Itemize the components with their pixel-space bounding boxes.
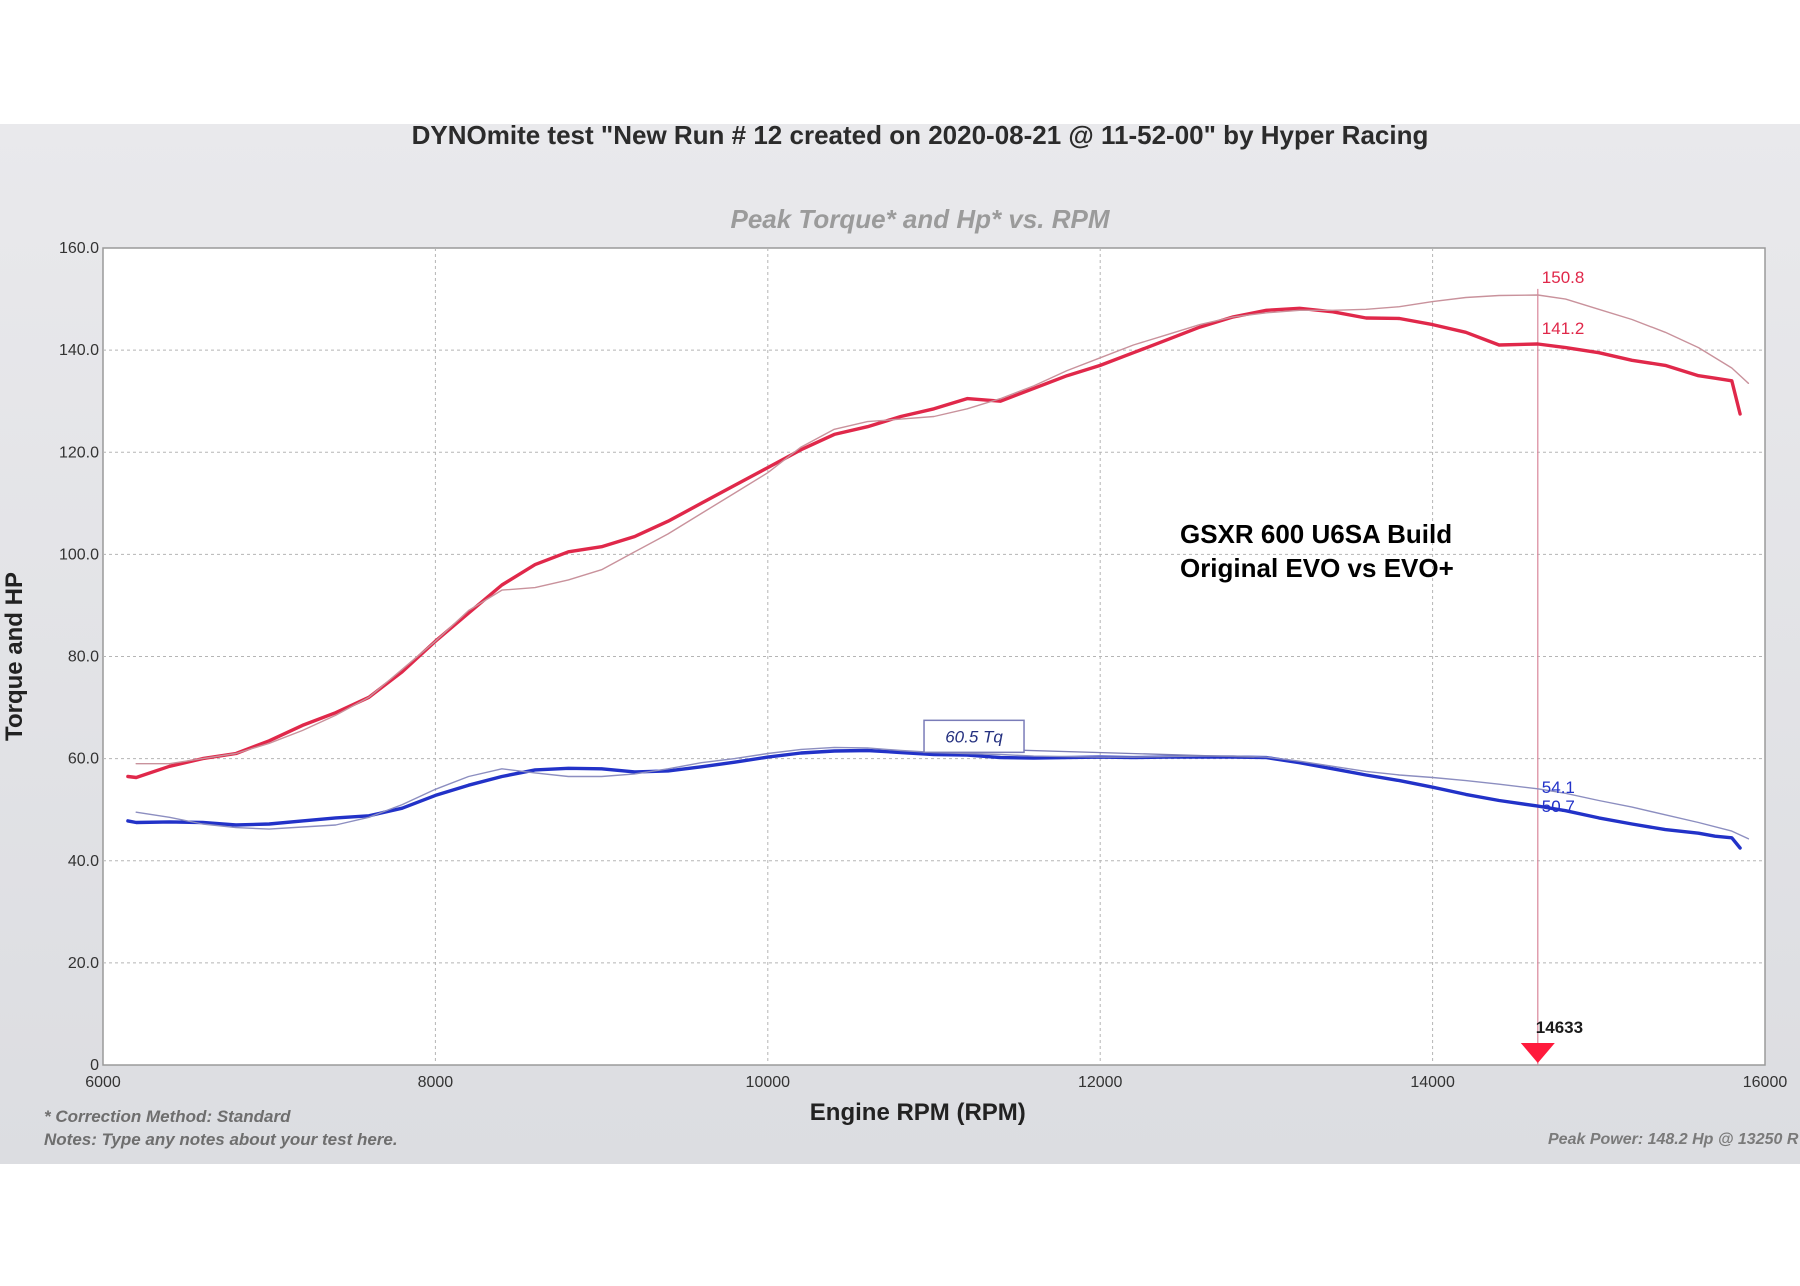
- y-axis-label: Torque and HP: [1, 572, 28, 741]
- x-axis-label: Engine RPM (RPM): [810, 1099, 1026, 1126]
- callout-leader-line: [1024, 749, 1255, 758]
- data-label: 54.1: [1542, 778, 1575, 797]
- annotation-line-2: Original EVO vs EVO+: [1180, 553, 1454, 583]
- x-axis-ticks: 6000 8000 10000 12000 14000 16000: [85, 1074, 1787, 1091]
- x-tick-label: 6000: [85, 1074, 121, 1091]
- callout-box: [923, 719, 1025, 754]
- annotation-line-1: GSXR 600 U6SA Build: [1180, 519, 1452, 549]
- data-label: 50.7: [1542, 797, 1575, 816]
- y-tick-label: 120.0: [59, 444, 99, 461]
- x-tick-label: 16000: [1743, 1074, 1788, 1091]
- y-tick-label: 160.0: [59, 240, 99, 257]
- y-tick-label: 60.0: [68, 751, 99, 768]
- series-line-3: [126, 748, 1742, 850]
- callout-label: 60.5 Tq: [945, 727, 1003, 746]
- y-tick-label: 100.0: [59, 546, 99, 563]
- y-tick-label: 0: [90, 1057, 99, 1074]
- x-tick-label: 12000: [1078, 1074, 1123, 1091]
- peak-power-readout: Peak Power: 148.2 Hp @ 13250 R: [1548, 1131, 1799, 1148]
- x-tick-label: 14000: [1410, 1074, 1455, 1091]
- series-line-1: [126, 306, 1742, 780]
- dyno-screen: DYNOmite test "New Run # 12 created on 2…: [0, 124, 1800, 1164]
- x-tick-label: 8000: [418, 1074, 454, 1091]
- y-tick-label: 20.0: [68, 955, 99, 972]
- y-tick-label: 80.0: [68, 649, 99, 666]
- y-axis-ticks: 0 20.0 40.0 60.0 80.0 100.0 120.0 140.0 160.0: [59, 240, 99, 1074]
- dyno-chart: DYNOmite test "New Run # 12 created on 2…: [1, 124, 1799, 1149]
- data-label: 150.8: [1542, 268, 1585, 287]
- y-tick-label: 140.0: [59, 342, 99, 359]
- x-tick-label: 10000: [746, 1074, 791, 1091]
- chart-subtitle: Peak Torque* and Hp* vs. RPM: [730, 204, 1110, 234]
- data-label: 141.2: [1542, 319, 1585, 338]
- data-labels: 150.8 141.2 54.150.7: [1542, 268, 1585, 816]
- series-line-2: [135, 294, 1750, 765]
- rpm-cursor-label: 14633: [1536, 1018, 1583, 1037]
- chart-title: DYNOmite test "New Run # 12 created on 2…: [412, 124, 1429, 150]
- test-notes: Notes: Type any notes about your test he…: [44, 1130, 398, 1149]
- grid-lines: [103, 248, 1765, 1065]
- y-tick-label: 40.0: [68, 853, 99, 870]
- rpm-cursor-marker[interactable]: [1520, 1043, 1555, 1063]
- correction-method-note: * Correction Method: Standard: [44, 1107, 291, 1126]
